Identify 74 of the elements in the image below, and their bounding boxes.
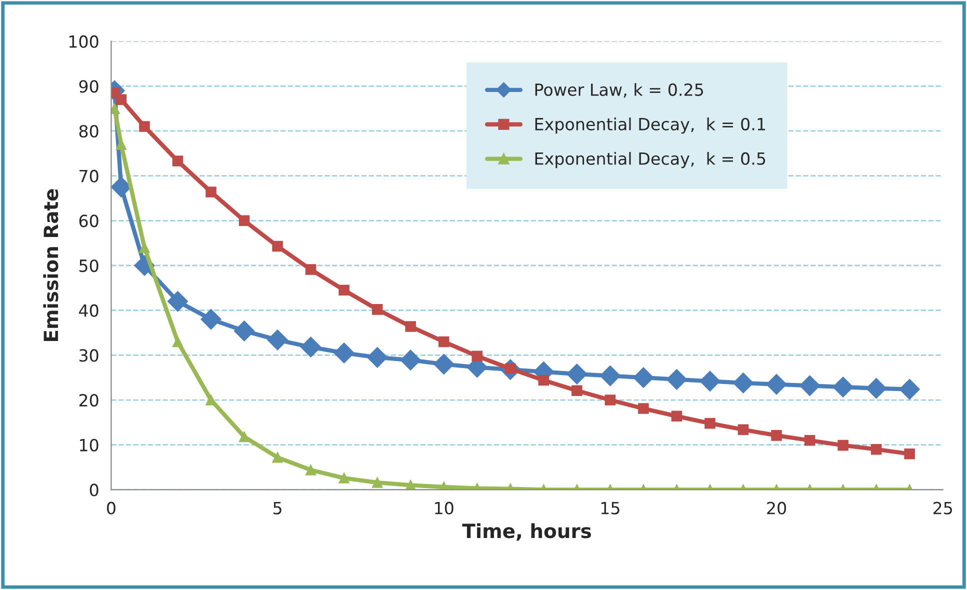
y-tick-label: 20 <box>79 394 98 407</box>
point <box>671 410 682 422</box>
point <box>604 394 616 406</box>
point <box>305 464 316 476</box>
point <box>666 369 688 390</box>
y-tick-label: 40 <box>79 304 98 317</box>
point <box>234 320 255 342</box>
point <box>766 374 787 395</box>
point <box>267 330 288 350</box>
point <box>732 372 754 394</box>
point <box>566 364 588 384</box>
point <box>538 374 550 386</box>
point <box>832 376 854 398</box>
point <box>372 304 383 315</box>
point <box>638 403 649 414</box>
point <box>600 365 621 386</box>
x-axis-title: Time, hours <box>462 523 591 541</box>
point <box>771 430 782 441</box>
point <box>572 385 582 396</box>
y-axis-title: Emission Rate <box>43 189 58 341</box>
point <box>838 440 848 451</box>
point <box>200 308 222 330</box>
point <box>899 378 920 400</box>
x-tick-label: 25 <box>933 502 952 514</box>
point <box>704 418 716 429</box>
point <box>904 448 915 460</box>
y-tick-label: 70 <box>80 170 98 182</box>
legend-label: Exponential Decay, k = 0.5 <box>535 152 766 168</box>
x-tick-label: 0 <box>107 502 116 514</box>
point <box>139 242 150 253</box>
point <box>167 291 188 312</box>
point <box>405 321 416 332</box>
point <box>305 264 316 275</box>
y-tick-label: 50 <box>79 259 98 272</box>
point <box>400 350 421 370</box>
y-tick-label: 80 <box>79 124 98 138</box>
point <box>366 347 388 368</box>
legend-label: Power Law, k = 0.25 <box>535 83 704 98</box>
point <box>334 342 354 364</box>
legend-label: Exponential Decay, k = 0.1 <box>535 118 765 134</box>
y-tick-label: 60 <box>79 214 98 228</box>
point <box>172 156 184 166</box>
point <box>799 375 820 396</box>
point <box>238 431 250 442</box>
x-tick-label: 20 <box>767 502 786 514</box>
point <box>272 452 283 463</box>
point <box>338 284 350 296</box>
point <box>700 370 720 392</box>
y-tick-label: 0 <box>90 484 98 496</box>
x-tick-label: 5 <box>274 502 282 514</box>
point <box>206 186 216 198</box>
y-tick-label: 30 <box>79 349 98 362</box>
x-tick-label: 15 <box>601 502 620 514</box>
point <box>434 354 454 374</box>
y-tick-label: 10 <box>80 438 98 452</box>
point <box>804 434 816 446</box>
point <box>472 350 482 362</box>
point <box>300 336 322 358</box>
point <box>272 240 283 252</box>
y-tick-label: 100 <box>69 35 98 48</box>
point <box>870 444 882 455</box>
point <box>238 215 250 226</box>
x-tick-label: 10 <box>435 502 454 514</box>
point <box>116 94 127 105</box>
point <box>139 121 150 132</box>
point <box>633 367 654 388</box>
point <box>438 336 450 348</box>
point <box>866 378 887 399</box>
point <box>738 424 749 435</box>
y-tick-label: 90 <box>79 80 98 93</box>
point <box>372 477 383 488</box>
point <box>206 394 216 406</box>
point <box>338 472 350 484</box>
point <box>172 336 184 348</box>
